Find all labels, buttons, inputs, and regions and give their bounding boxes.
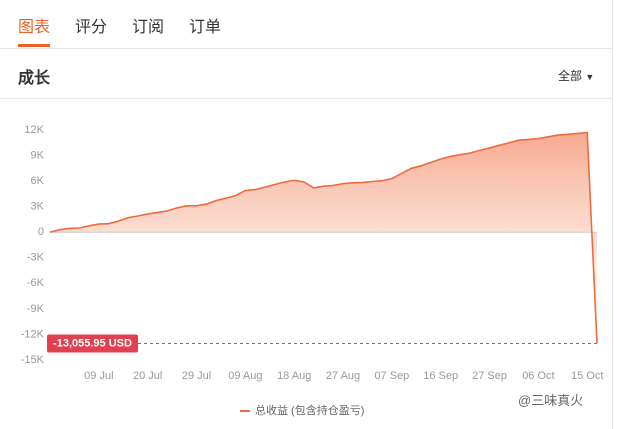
filter-label[interactable]: 全部 xyxy=(558,69,583,83)
y-tick-label: -6K xyxy=(27,277,45,289)
border xyxy=(612,0,613,429)
annotation: -13,055.95 USD xyxy=(53,337,132,349)
y-tick-label: -3K xyxy=(27,252,45,264)
y-tick-label: -9K xyxy=(27,303,45,315)
legend-label: 总收益 (包含持仓盈亏) xyxy=(255,403,364,417)
tab[interactable]: 评分 xyxy=(75,19,108,36)
tab[interactable]: 图表 xyxy=(18,19,51,36)
y-tick-label: 3K xyxy=(31,201,45,213)
x-tick-label: 18 Aug xyxy=(277,370,311,382)
x-tick-label: 27 Sep xyxy=(472,370,507,382)
tab[interactable]: 订单 xyxy=(189,19,222,36)
tab-underline xyxy=(18,44,50,47)
x-tick-label: 20 Jul xyxy=(133,370,162,382)
section-title: 成长 xyxy=(18,70,51,87)
y-tick-label: 6K xyxy=(31,175,45,187)
tab[interactable]: 订阅 xyxy=(132,19,165,36)
x-tick-label: 27 Aug xyxy=(326,370,360,382)
x-tick-label: 06 Oct xyxy=(522,370,554,382)
x-tick-label: 09 Jul xyxy=(84,370,113,382)
x-tick-label: 07 Sep xyxy=(374,370,409,382)
y-tick-label: -15K xyxy=(21,354,45,366)
y-tick-label: 0 xyxy=(38,226,44,238)
x-tick-label: 29 Jul xyxy=(182,370,211,382)
x-tick-label: 15 Oct xyxy=(571,370,603,382)
area xyxy=(50,132,597,344)
divider xyxy=(0,48,612,49)
filter-dropdown[interactable]: 全部 ▼ xyxy=(558,69,595,83)
x-tick-label: 09 Aug xyxy=(228,370,262,382)
x-tick-label: 16 Sep xyxy=(423,370,458,382)
y-tick-label: 12K xyxy=(24,124,44,136)
y-tick-label: 9K xyxy=(31,149,45,161)
annotation-box xyxy=(47,334,138,353)
line xyxy=(49,131,598,344)
divider xyxy=(0,98,612,99)
watermark: @三味真火 xyxy=(518,393,584,408)
y-tick-label: -12K xyxy=(21,328,45,340)
